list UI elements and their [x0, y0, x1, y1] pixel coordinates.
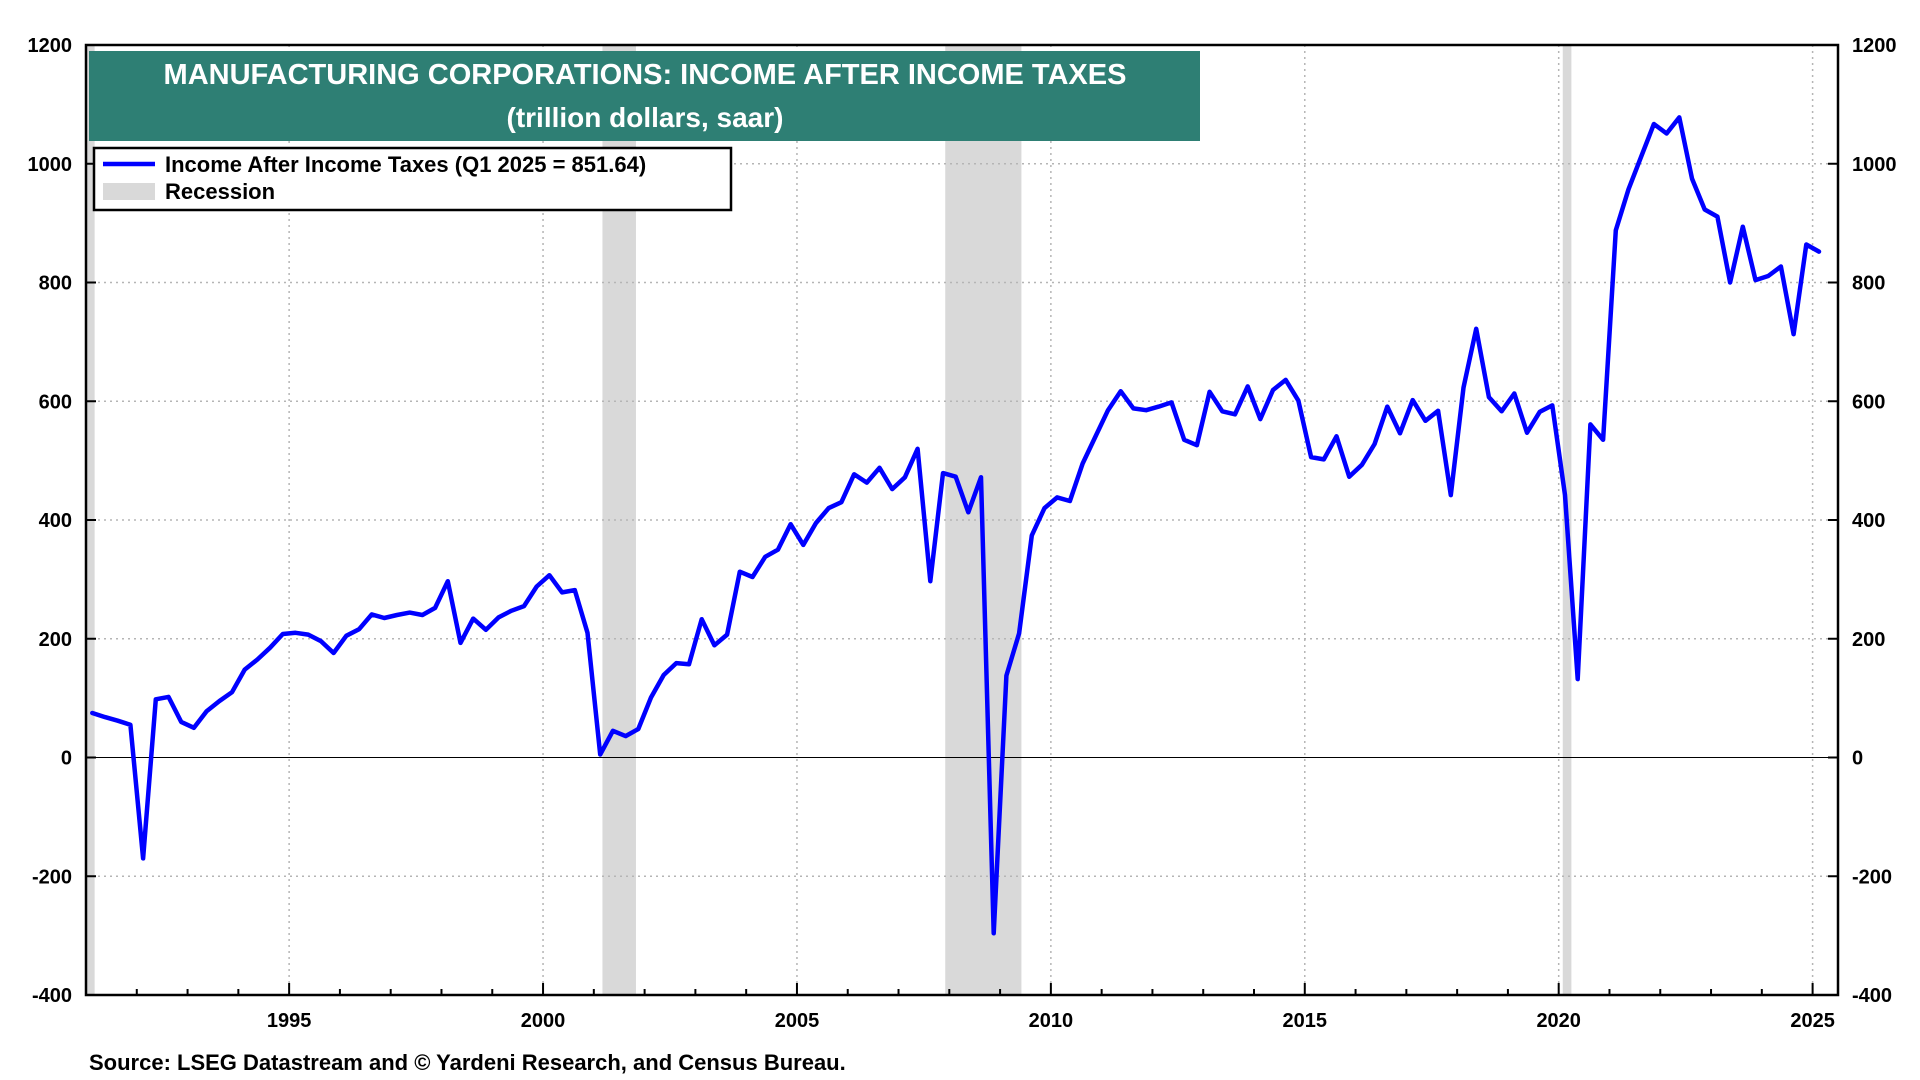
grid-layer	[86, 45, 1838, 995]
y-tick-label-right-8: 1200	[1852, 35, 1897, 57]
x-tick-label-2: 2005	[775, 1010, 820, 1032]
y-tick-label-left-1: -200	[32, 866, 72, 888]
y-tick-label-left-5: 600	[39, 391, 72, 413]
y-tick-label-right-0: -400	[1852, 985, 1892, 1007]
y-tick-label-left-2: 0	[61, 748, 72, 770]
source-note: Source: LSEG Datastream and © Yardeni Re…	[89, 1050, 846, 1075]
x-tick-label-3: 2010	[1029, 1010, 1074, 1032]
y-tick-label-left-8: 1200	[28, 35, 73, 57]
y-tick-label-left-6: 800	[39, 273, 72, 295]
y-tick-label-right-2: 0	[1852, 748, 1863, 770]
x-tick-label-6: 2025	[1790, 1010, 1835, 1032]
y-tick-label-right-5: 600	[1852, 391, 1885, 413]
title-banner: MANUFACTURING CORPORATIONS: INCOME AFTER…	[89, 51, 1200, 141]
y-tick-label-right-1: -200	[1852, 866, 1892, 888]
y-tick-label-right-3: 200	[1852, 629, 1885, 651]
chart-subtitle: (trillion dollars, saar)	[507, 102, 784, 133]
legend-swatch-recession	[103, 183, 155, 200]
x-tick-label-0: 1995	[267, 1010, 312, 1032]
x-tick-label-5: 2020	[1536, 1010, 1581, 1032]
y-tick-label-right-4: 400	[1852, 510, 1885, 532]
title-banner-bg	[89, 51, 1200, 141]
tick-layer: -400 -400 -200 -200 0 0 200 200 400 400 600 600 800 8…	[28, 35, 1897, 1032]
y-tick-label-left-3: 200	[39, 629, 72, 651]
x-tick-label-1: 2000	[521, 1010, 566, 1032]
y-tick-label-left-4: 400	[39, 510, 72, 532]
legend-box	[92, 146, 733, 212]
y-tick-label-left-0: -400	[32, 985, 72, 1007]
legend-label-series: Income After Income Taxes (Q1 2025 = 851…	[165, 152, 646, 177]
y-tick-label-right-6: 800	[1852, 273, 1885, 295]
chart-title: MANUFACTURING CORPORATIONS: INCOME AFTER…	[164, 59, 1127, 91]
series-line-income-after-taxes	[90, 115, 1822, 936]
y-tick-label-left-7: 1000	[28, 154, 73, 176]
y-tick-label-right-7: 1000	[1852, 154, 1897, 176]
legend: Income After Income Taxes (Q1 2025 = 851…	[92, 146, 733, 212]
x-tick-label-4: 2015	[1283, 1010, 1328, 1032]
legend-label-recession: Recession	[165, 179, 275, 204]
